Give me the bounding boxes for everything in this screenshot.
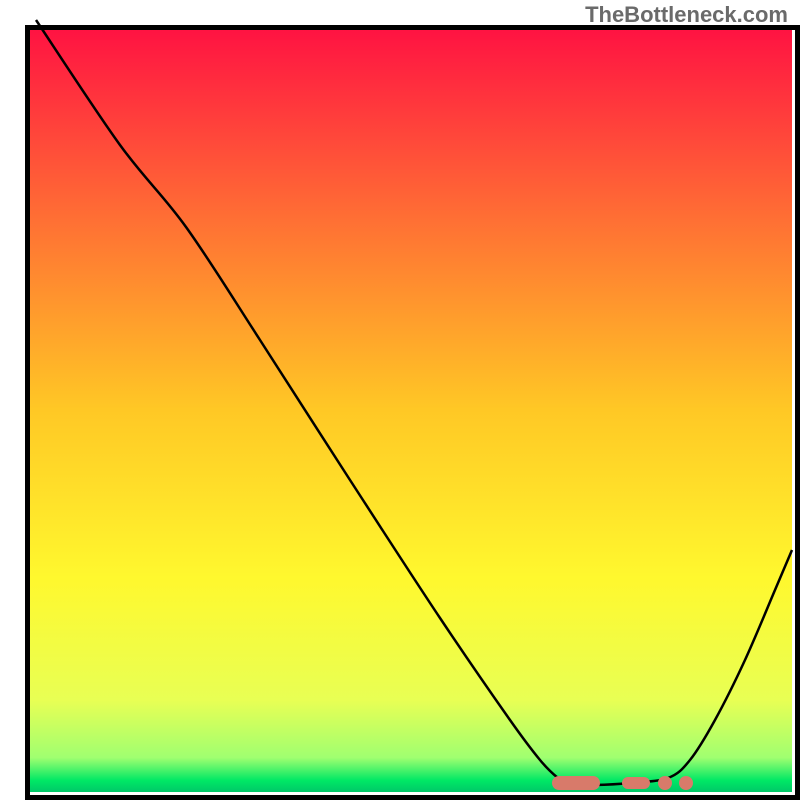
marker-pill — [552, 776, 600, 790]
marker-dot — [679, 776, 693, 790]
bottom-marker-dots — [552, 776, 693, 790]
marker-dash — [622, 777, 650, 789]
bottleneck-curve — [36, 20, 792, 785]
chart-container: TheBottleneck.com — [0, 0, 800, 800]
marker-dot — [658, 776, 672, 790]
right-axis-line — [795, 25, 800, 800]
y-axis-line — [25, 25, 30, 800]
curve-overlay — [0, 0, 800, 800]
watermark-text: TheBottleneck.com — [585, 2, 788, 28]
x-axis-line — [25, 795, 800, 800]
